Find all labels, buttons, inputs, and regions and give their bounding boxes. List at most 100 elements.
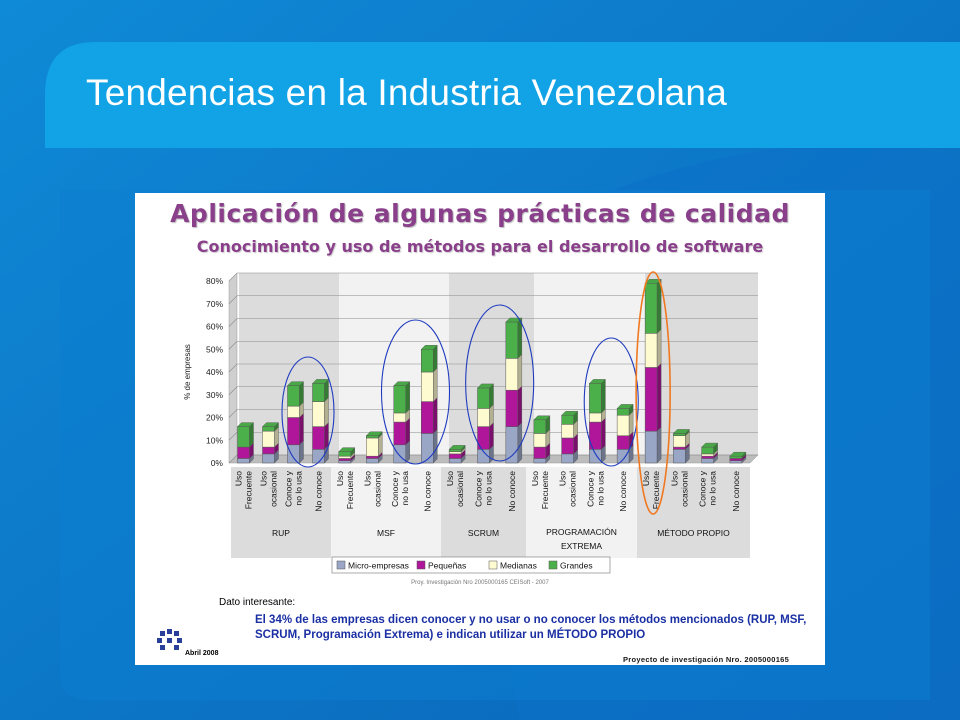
bar-segment xyxy=(729,460,743,464)
bar-top xyxy=(701,442,719,448)
bar-segment-side xyxy=(601,417,606,450)
category-label: Frecuente xyxy=(244,471,254,510)
category-label: ocasional xyxy=(372,471,382,507)
y-tick-label: 0% xyxy=(211,458,224,468)
legend-swatch xyxy=(488,560,498,570)
bar-segment-side xyxy=(517,317,523,359)
bar-segment xyxy=(338,460,351,464)
bar-segment xyxy=(729,455,743,459)
label-band xyxy=(526,467,637,558)
category-label: ocasional xyxy=(568,471,578,507)
legend-swatch xyxy=(548,560,558,570)
category-label: No conoce xyxy=(507,471,517,512)
gridline xyxy=(228,340,758,350)
bar-segment xyxy=(393,421,406,446)
group-label: PROGRAMACIÓN xyxy=(546,527,617,537)
gridline xyxy=(228,318,758,327)
gridline xyxy=(228,295,758,304)
bar-segment xyxy=(237,426,250,448)
y-tick-label: 40% xyxy=(206,367,223,377)
category-label: Uso xyxy=(259,471,269,486)
y-axis-label: % de empresas xyxy=(183,344,192,400)
bar-segment xyxy=(448,453,462,459)
y-tick-label: 20% xyxy=(206,413,223,423)
bar-segment xyxy=(561,437,574,455)
bar-top xyxy=(287,381,304,386)
bar-segment xyxy=(701,455,714,459)
gridline xyxy=(228,272,758,282)
bar-segment xyxy=(505,389,519,427)
category-label: Frecuente xyxy=(345,471,355,510)
category-label: Frecuente xyxy=(540,471,550,510)
gridline xyxy=(228,386,758,395)
category-label: No conoce xyxy=(731,471,741,512)
bar-segment xyxy=(366,458,379,464)
bar-top xyxy=(644,279,662,284)
dato-label: Dato interesante: xyxy=(219,597,296,608)
legend-label: Pequeñas xyxy=(428,561,466,571)
gridline xyxy=(228,454,758,464)
bar-segment-side xyxy=(517,385,523,428)
bar-top xyxy=(533,415,551,420)
bar-segment xyxy=(673,446,686,450)
ceisoft-logo-icon xyxy=(157,629,182,650)
bar-segment xyxy=(262,453,275,464)
bar-segment xyxy=(533,458,547,464)
bar-top xyxy=(561,411,579,416)
label-band xyxy=(441,467,526,558)
category-label: No conoce xyxy=(618,471,628,512)
group-label: MSF xyxy=(377,528,395,538)
dato-text: El 34% de las empresas dicen conocer y n… xyxy=(255,614,807,641)
source-note: Proy. Investigación Nro 2005000165 CEISo… xyxy=(411,580,549,586)
bar-segment xyxy=(393,385,406,414)
bar-segment-side xyxy=(405,417,410,446)
bar-top xyxy=(588,379,606,384)
y-tick-label: 10% xyxy=(206,435,223,445)
highlight-ellipse-metodo-propio xyxy=(635,271,671,515)
bar-segment xyxy=(366,455,379,459)
bar-segment-side xyxy=(656,426,662,464)
bar-segment xyxy=(237,458,250,464)
gridline xyxy=(228,431,758,441)
bar-segment xyxy=(616,414,630,436)
stacked-bar-chart: 0% 10% 20% 30% 40% 50% 60% 70% 80% % de empresas U… xyxy=(183,271,759,586)
bar-segment-side xyxy=(656,328,662,368)
bar-segment-side xyxy=(656,278,662,334)
bar-segment xyxy=(366,437,379,457)
bar-segment xyxy=(338,455,351,459)
bar-segment xyxy=(701,446,714,455)
label-band xyxy=(231,467,331,558)
bar-segment xyxy=(616,435,630,450)
bar-segment xyxy=(262,430,275,448)
bar-segment xyxy=(477,387,490,409)
bar-segment xyxy=(673,433,686,436)
bar-segment xyxy=(421,349,434,373)
legend-label: Grandes xyxy=(560,561,593,571)
highlight-ellipse xyxy=(380,319,451,465)
category-label: Conoce y xyxy=(284,470,294,507)
bar-segment xyxy=(505,358,519,391)
bar-segment xyxy=(561,453,574,464)
category-label: no lo usa xyxy=(595,471,605,506)
bar-segment xyxy=(505,426,519,464)
bar-segment xyxy=(561,414,574,425)
bar-segment xyxy=(644,367,658,432)
y-tick-label: 70% xyxy=(206,299,223,309)
category-label: Conoce y xyxy=(390,470,400,507)
category-label: no lo usa xyxy=(708,471,718,506)
bar-segment xyxy=(729,458,743,461)
bar-segment xyxy=(561,424,574,439)
bar-segment xyxy=(262,446,275,455)
bar-segment-side xyxy=(433,344,438,373)
bar-segment xyxy=(287,405,300,418)
bar-segment-side xyxy=(299,413,304,446)
bar-segment xyxy=(616,449,630,464)
bar-top xyxy=(420,345,438,350)
bar-segment xyxy=(287,444,300,464)
bar-segment xyxy=(589,383,602,414)
legend-label: Medianas xyxy=(500,561,537,571)
gridline xyxy=(228,363,758,373)
bar-segment xyxy=(237,446,250,459)
bar-top xyxy=(616,404,634,409)
bar-top xyxy=(448,445,466,450)
